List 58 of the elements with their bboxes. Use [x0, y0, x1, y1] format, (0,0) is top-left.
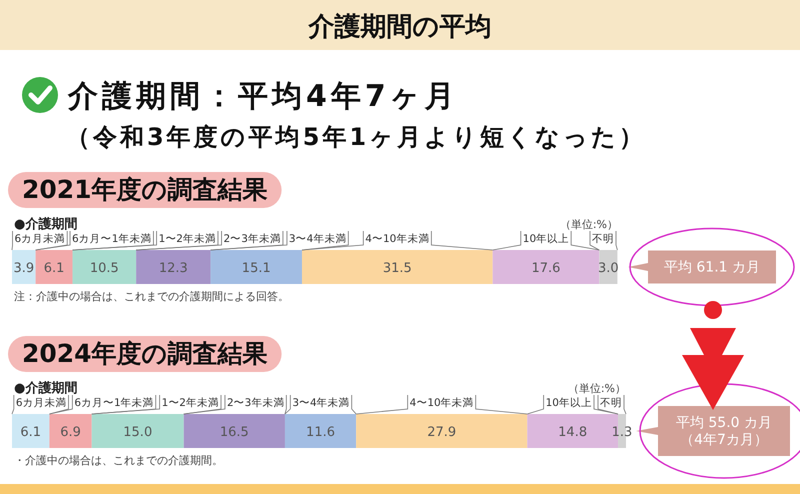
data-label: 16.5 [220, 425, 249, 440]
series-label: 不明 [592, 233, 614, 245]
bar [492, 250, 600, 284]
data-label: 1.3 [612, 425, 632, 440]
series-label: 2〜3年未満 [226, 396, 284, 409]
series-label: 10年以上 [522, 232, 570, 245]
text: 平均 55.0 カ月 [676, 415, 772, 431]
data-label: 31.5 [382, 261, 412, 276]
text: （令和3年度の平均5年1ヶ月より短くなった） [66, 123, 646, 151]
data-label: 11.6 [306, 425, 336, 440]
text: （4年7カ月） [680, 432, 768, 448]
bar [184, 414, 285, 448]
series-label: 6カ月未満 [16, 396, 67, 409]
bar [12, 414, 50, 448]
text: （単位:%） [560, 218, 618, 231]
series-label: 4〜10年未満 [410, 396, 474, 409]
data-label: 27.9 [427, 425, 456, 440]
chart-title: 2024年度の調査結果 [22, 339, 268, 368]
data-label: 15.0 [123, 425, 152, 440]
data-label: 6.1 [44, 261, 64, 276]
chart-subtitle: ●介護期間 [14, 380, 78, 396]
text: 介護期間：平均4年7ヶ月 [67, 79, 459, 114]
series-label: 6カ月未満 [14, 232, 66, 245]
series-label: 不明 [600, 397, 622, 409]
bar [302, 250, 493, 284]
series-label: 3〜4年未満 [292, 396, 350, 409]
bar [49, 414, 92, 448]
data-label: 14.8 [558, 425, 588, 440]
chart-subtitle: ●介護期間 [14, 216, 78, 232]
text: 介護期間の平均 [308, 12, 492, 42]
series-label: 10年以上 [546, 396, 592, 409]
data-label: 6.9 [60, 425, 81, 440]
bar [36, 250, 73, 284]
text: 1〜2年未満 [158, 232, 216, 245]
bar [136, 250, 211, 284]
data-label: 12.3 [158, 261, 188, 276]
series-label: 6カ月〜1年未満 [74, 396, 154, 409]
text: ・介護中の場合は、これまでの介護期間。 [14, 454, 223, 467]
series-label: 4〜10年未満 [365, 232, 430, 245]
text: 平均 61.1 カ月 [664, 260, 760, 276]
bar [356, 414, 528, 448]
data-label: 6.1 [20, 425, 42, 440]
bar [72, 250, 136, 284]
data-label: 15.1 [242, 261, 271, 276]
series-label: 2〜3年未満 [224, 232, 281, 245]
data-label: 3.0 [598, 261, 619, 276]
bar [92, 414, 184, 448]
data-label: 3.9 [13, 261, 34, 276]
text: （単位:%） [568, 382, 626, 395]
data-label: 10.5 [90, 261, 119, 276]
bar [210, 250, 302, 284]
series-label: 6カ月〜1年未満 [72, 232, 152, 245]
series-label: 1〜2年未満 [162, 396, 220, 409]
text: 注：介護中の場合は、これまでの介護期間による回答。 [14, 290, 289, 303]
bar [284, 414, 356, 448]
series-label: 3〜4年未満 [288, 232, 346, 245]
data-label: 17.6 [531, 261, 560, 276]
chart-title: 2021年度の調査結果 [22, 175, 268, 204]
